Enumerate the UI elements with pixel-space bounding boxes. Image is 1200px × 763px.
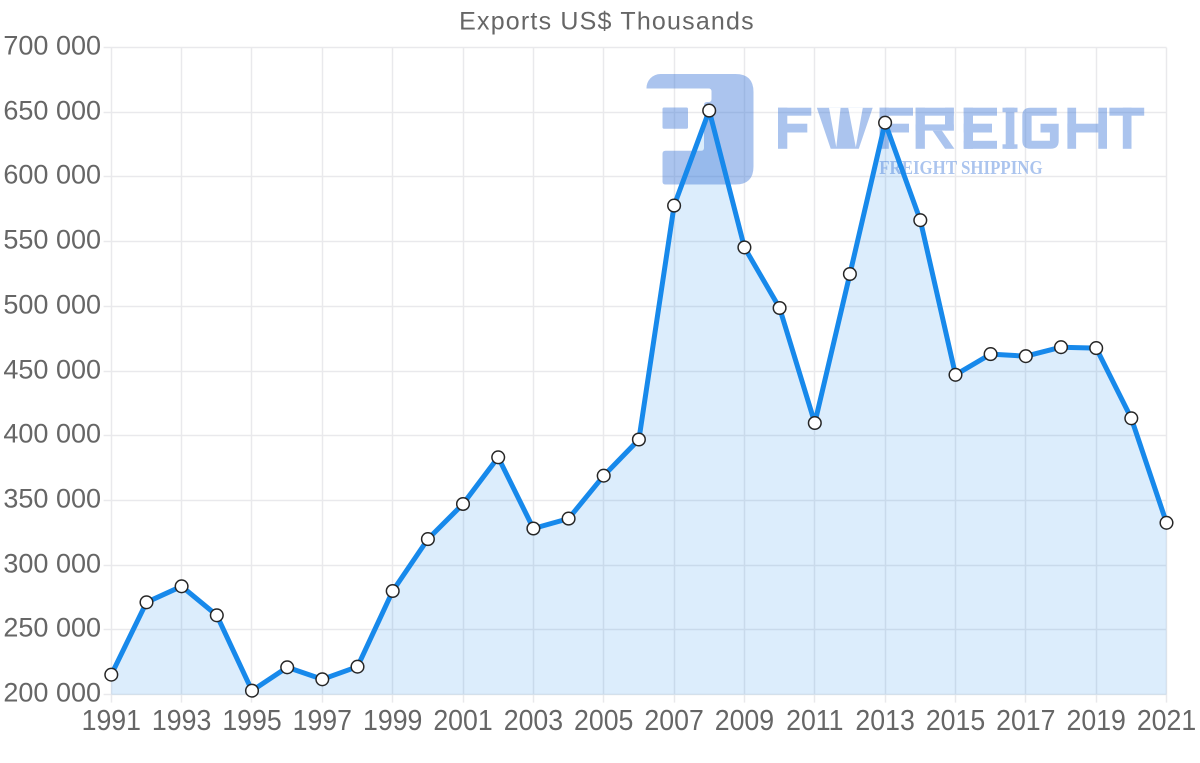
svg-text:650 000: 650 000 bbox=[3, 95, 101, 125]
svg-text:200 000: 200 000 bbox=[3, 677, 101, 707]
svg-text:1999: 1999 bbox=[363, 704, 422, 736]
svg-text:1991: 1991 bbox=[82, 704, 141, 736]
svg-text:350 000: 350 000 bbox=[3, 483, 101, 513]
svg-text:1997: 1997 bbox=[293, 704, 352, 736]
svg-text:300 000: 300 000 bbox=[3, 548, 101, 578]
svg-text:2013: 2013 bbox=[855, 704, 914, 736]
svg-text:600 000: 600 000 bbox=[3, 159, 101, 189]
svg-text:2015: 2015 bbox=[926, 704, 985, 736]
svg-text:500 000: 500 000 bbox=[3, 289, 101, 319]
svg-text:400 000: 400 000 bbox=[3, 418, 101, 448]
svg-text:1993: 1993 bbox=[152, 704, 211, 736]
svg-text:1995: 1995 bbox=[222, 704, 281, 736]
svg-text:2019: 2019 bbox=[1067, 704, 1126, 736]
svg-text:2003: 2003 bbox=[504, 704, 563, 736]
svg-text:450 000: 450 000 bbox=[3, 354, 101, 384]
svg-text:2005: 2005 bbox=[574, 704, 633, 736]
svg-text:FREIGHT SHIPPING: FREIGHT SHIPPING bbox=[879, 157, 1042, 179]
svg-text:250 000: 250 000 bbox=[3, 612, 101, 642]
svg-text:Exports US$ Thousands: Exports US$ Thousands bbox=[459, 8, 755, 36]
svg-text:2011: 2011 bbox=[786, 704, 843, 736]
svg-text:700 000: 700 000 bbox=[3, 30, 101, 60]
svg-text:2009: 2009 bbox=[715, 704, 774, 736]
svg-text:2001: 2001 bbox=[433, 704, 492, 736]
svg-text:2021: 2021 bbox=[1137, 704, 1196, 736]
svg-text:2007: 2007 bbox=[644, 704, 703, 736]
svg-text:550 000: 550 000 bbox=[3, 224, 101, 254]
svg-text:2017: 2017 bbox=[996, 704, 1055, 736]
